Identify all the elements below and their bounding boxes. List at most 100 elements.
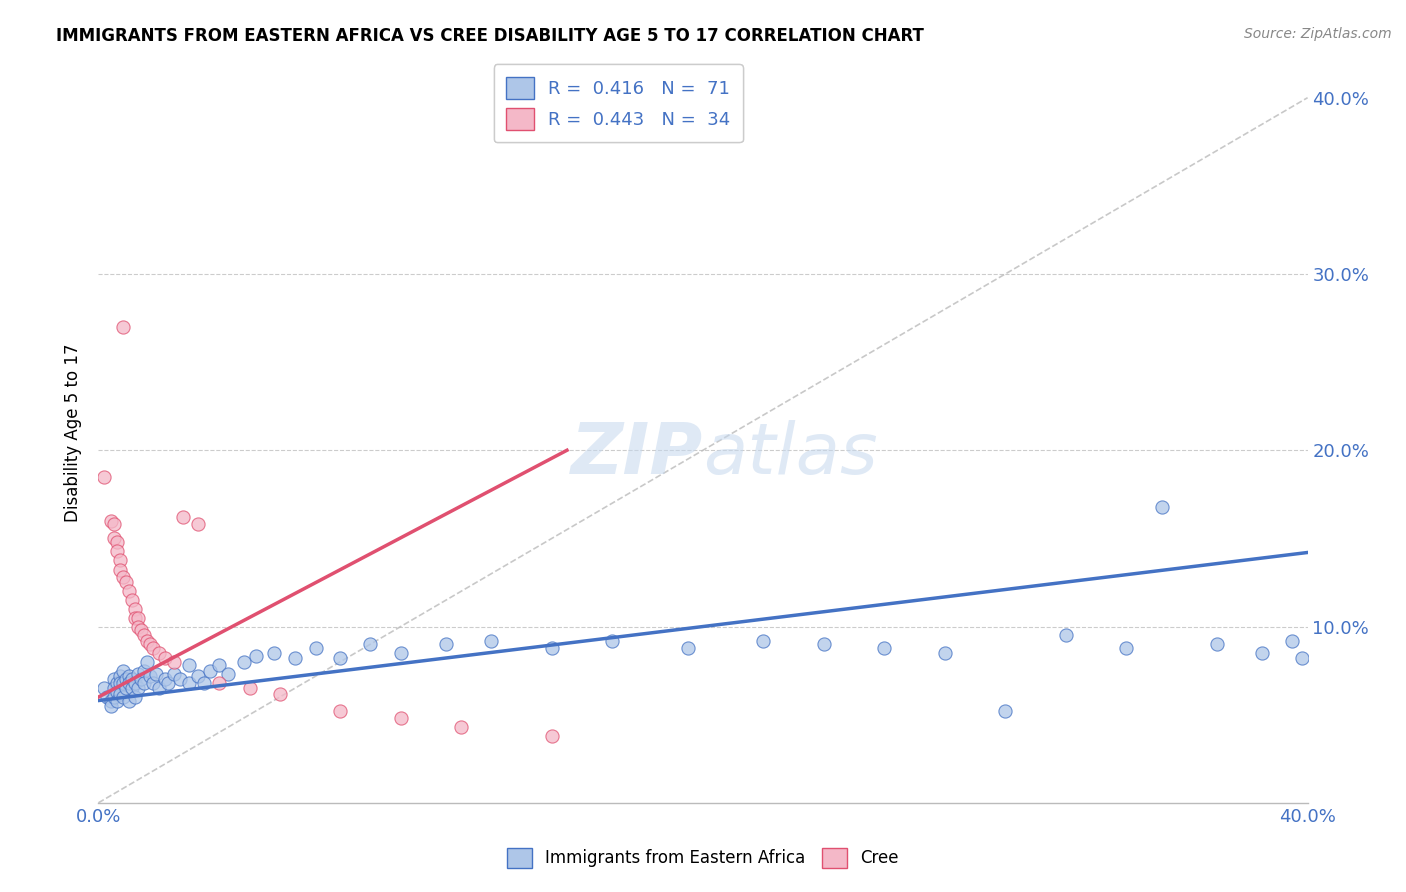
Point <box>111 690 134 704</box>
Point <box>156 676 179 690</box>
Point <box>111 319 134 334</box>
Point <box>103 690 125 704</box>
Point <box>114 673 136 687</box>
Point <box>105 535 128 549</box>
Point <box>114 681 136 696</box>
Point <box>434 637 457 651</box>
Point <box>1054 628 1077 642</box>
Point <box>114 575 136 590</box>
Point <box>1251 646 1274 660</box>
Point <box>129 623 152 637</box>
Point <box>121 681 143 696</box>
Point <box>450 720 472 734</box>
Point <box>111 664 134 678</box>
Point <box>813 637 835 651</box>
Point <box>118 669 141 683</box>
Point <box>263 646 285 660</box>
Point <box>93 469 115 483</box>
Point <box>239 681 262 696</box>
Point <box>305 640 328 655</box>
Point <box>111 570 134 584</box>
Legend: Immigrants from Eastern Africa, Cree: Immigrants from Eastern Africa, Cree <box>501 841 905 875</box>
Point <box>153 673 176 687</box>
Point <box>873 640 896 655</box>
Point <box>127 619 149 633</box>
Point <box>145 667 167 681</box>
Point <box>127 667 149 681</box>
Point <box>232 655 254 669</box>
Point <box>103 517 125 532</box>
Point <box>994 704 1017 718</box>
Point <box>124 676 146 690</box>
Point <box>208 676 231 690</box>
Point <box>284 651 307 665</box>
Point <box>148 646 170 660</box>
Point <box>269 686 291 700</box>
Point <box>105 543 128 558</box>
Point <box>124 690 146 704</box>
Point <box>118 584 141 599</box>
Point <box>1206 637 1229 651</box>
Point <box>132 676 155 690</box>
Point <box>105 685 128 699</box>
Point <box>1115 640 1137 655</box>
Point <box>187 517 209 532</box>
Point <box>118 676 141 690</box>
Point <box>752 633 775 648</box>
Point <box>187 669 209 683</box>
Point <box>676 640 699 655</box>
Point <box>172 510 194 524</box>
Point <box>540 729 562 743</box>
Point <box>1291 651 1313 665</box>
Point <box>127 610 149 624</box>
Point <box>108 669 131 683</box>
Point <box>360 637 382 651</box>
Point <box>111 676 134 690</box>
Point <box>540 640 562 655</box>
Point <box>148 681 170 696</box>
Point <box>389 646 412 660</box>
Point <box>329 651 352 665</box>
Point <box>142 640 165 655</box>
Point <box>124 602 146 616</box>
Point <box>132 664 155 678</box>
Legend: R =  0.416   N =  71, R =  0.443   N =  34: R = 0.416 N = 71, R = 0.443 N = 34 <box>494 64 742 143</box>
Point <box>129 673 152 687</box>
Point <box>389 711 412 725</box>
Point <box>135 633 157 648</box>
Point <box>108 686 131 700</box>
Point <box>1281 633 1303 648</box>
Point <box>139 669 162 683</box>
Point <box>153 651 176 665</box>
Point <box>217 667 239 681</box>
Point <box>208 658 231 673</box>
Point <box>108 676 131 690</box>
Point <box>124 610 146 624</box>
Text: Source: ZipAtlas.com: Source: ZipAtlas.com <box>1244 27 1392 41</box>
Point <box>121 593 143 607</box>
Point <box>132 628 155 642</box>
Point <box>139 637 162 651</box>
Text: ZIP: ZIP <box>571 420 703 490</box>
Point <box>108 563 131 577</box>
Point <box>163 655 186 669</box>
Point <box>105 693 128 707</box>
Point <box>481 633 503 648</box>
Point <box>127 681 149 696</box>
Point <box>103 673 125 687</box>
Point <box>103 681 125 696</box>
Point <box>100 698 122 713</box>
Y-axis label: Disability Age 5 to 17: Disability Age 5 to 17 <box>65 343 83 522</box>
Point <box>93 681 115 696</box>
Point <box>602 633 624 648</box>
Point <box>108 552 131 566</box>
Point <box>200 664 222 678</box>
Point <box>100 514 122 528</box>
Text: IMMIGRANTS FROM EASTERN AFRICA VS CREE DISABILITY AGE 5 TO 17 CORRELATION CHART: IMMIGRANTS FROM EASTERN AFRICA VS CREE D… <box>56 27 924 45</box>
Point <box>142 676 165 690</box>
Point <box>179 658 201 673</box>
Point <box>329 704 352 718</box>
Point <box>193 676 215 690</box>
Point <box>245 649 267 664</box>
Point <box>105 676 128 690</box>
